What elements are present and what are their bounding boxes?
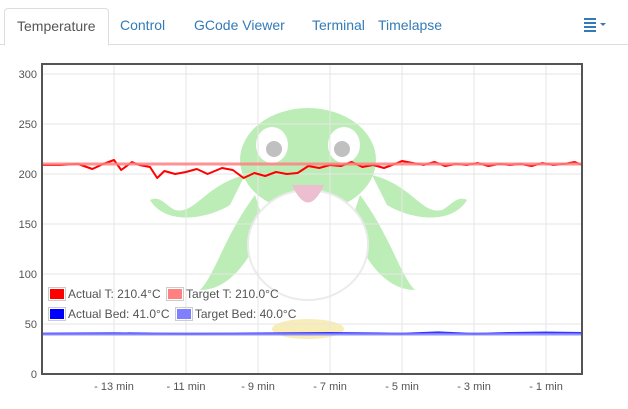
y-tick-label-4: 200 [19,169,37,181]
legend-label-target-tool: Target T: 210.0°C [185,286,279,301]
tab-terminal[interactable]: Terminal [312,17,365,33]
legend-item-target-bed: Target Bed: 40.0°C [174,303,297,324]
y-tick-label-5: 250 [19,119,37,131]
chart-legend: Actual T: 210.4°C Target T: 210.0°C Actu… [48,283,298,323]
legend-item-actual-bed: Actual Bed: 41.0°C [48,303,170,324]
list-menu-icon [584,18,606,32]
legend-item-actual-tool: Actual T: 210.4°C [48,283,161,304]
x-tick-label-3: - 7 min [313,381,347,393]
tab-control[interactable]: Control [120,17,166,33]
tab-temperature[interactable]: Temperature [4,8,109,46]
x-tick-label-1: - 11 min [167,381,206,393]
octoprint-logo-watermark [150,108,467,339]
x-tick-label-6: - 1 min [529,381,563,393]
legend-swatch-target-tool [165,286,184,301]
legend-label-target-bed: Target Bed: 40.0°C [194,306,297,321]
y-tick-label-2: 100 [19,269,37,281]
y-tick-label-6: 300 [19,69,37,81]
legend-swatch-target-bed [174,306,193,321]
tab-menu-button[interactable] [584,16,608,36]
x-tick-label-4: - 5 min [385,381,419,393]
tab-bar: Temperature Control GCode Viewer Termina… [0,0,628,46]
tab-timelapse[interactable]: Timelapse [378,17,443,33]
legend-label-actual-tool: Actual T: 210.4°C [68,286,161,301]
y-tick-label-3: 150 [19,219,37,231]
legend-item-target-tool: Target T: 210.0°C [165,283,279,304]
temperature-chart-svg: 0 50 100 150 200 250 300 - 13 min - 11 min - 9 mi… [19,63,583,393]
legend-swatch-actual-tool [48,286,66,301]
legend-swatch-actual-bed [48,306,66,321]
legend-label-actual-bed: Actual Bed: 41.0°C [68,306,170,321]
legend-row-tool: Actual T: 210.4°C Target T: 210.0°C [48,283,298,303]
x-tick-label-0: - 13 min [94,381,134,393]
y-tick-label-1: 50 [25,319,37,331]
x-tick-label-5: - 3 min [457,381,491,393]
tab-gcode-viewer[interactable]: GCode Viewer [194,17,285,33]
temperature-chart: 0 50 100 150 200 250 300 - 13 min - 11 min - 9 mi… [0,45,628,404]
plot-border [41,63,583,375]
x-tick-label-2: - 9 min [241,381,275,393]
legend-row-bed: Actual Bed: 41.0°C Target Bed: 40.0°C [48,303,298,323]
y-tick-label-0: 0 [31,369,37,381]
